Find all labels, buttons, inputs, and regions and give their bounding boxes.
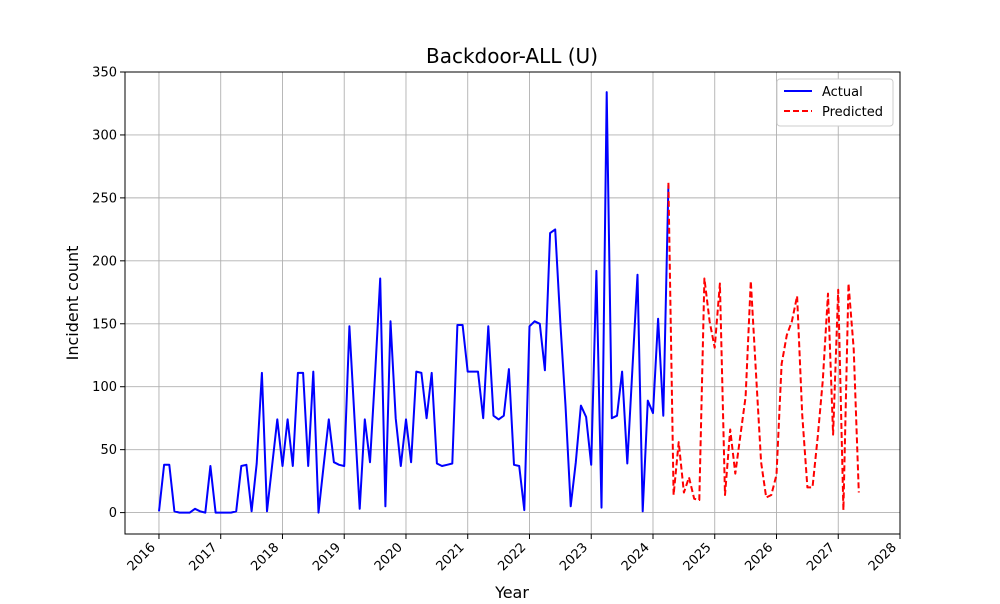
series-actual-line (158, 91, 670, 514)
y-axis-ticks: 0 50 100 150 200 250 300 350 (92, 66, 125, 521)
y-tick-label: 200 (92, 254, 117, 269)
series-lines (158, 91, 860, 514)
y-tick-label: 350 (92, 66, 117, 81)
legend-actual-label: Actual (822, 85, 863, 100)
y-axis-title: Incident count (63, 246, 82, 361)
y-tick-label: 250 (92, 191, 117, 206)
legend-predicted-label: Predicted (822, 105, 883, 120)
y-tick-label: 50 (100, 443, 117, 458)
y-tick-label: 0 (109, 506, 117, 521)
series-predicted-line (667, 182, 860, 512)
chart-title: Backdoor-ALL (U) (426, 44, 598, 68)
y-tick-label: 100 (92, 380, 117, 395)
y-tick-label: 300 (92, 128, 117, 143)
plot-area (125, 72, 900, 534)
legend: Actual Predicted (776, 78, 894, 127)
y-tick-label: 150 (92, 317, 117, 332)
plot-frame (124, 71, 901, 535)
x-axis-title: Year (494, 583, 529, 600)
